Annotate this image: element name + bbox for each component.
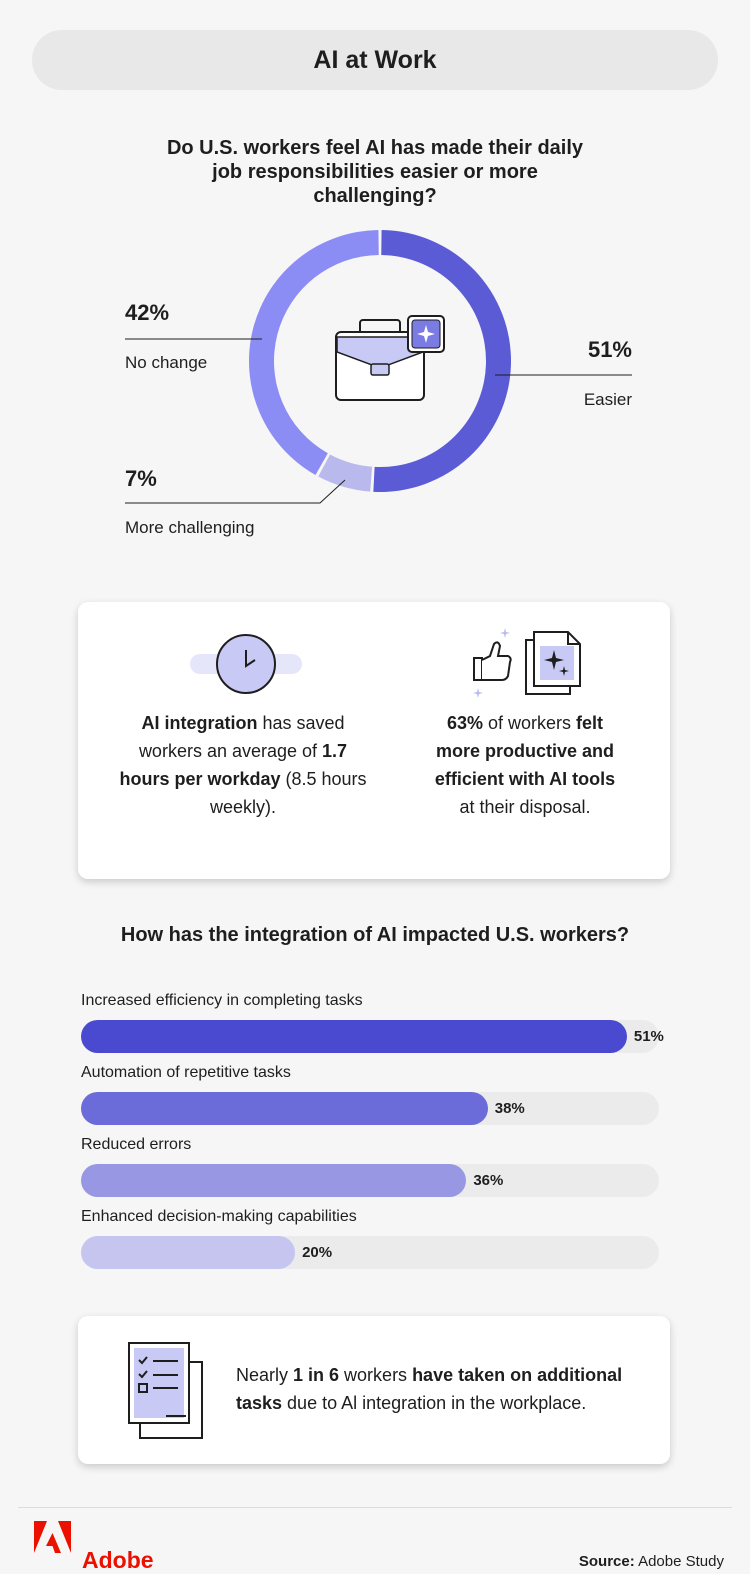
slice-label-easier: Easier	[583, 390, 632, 409]
adobe-logo-icon	[34, 1521, 71, 1553]
bar-track: 51%	[81, 1020, 664, 1053]
donut-slice-no-change	[249, 230, 379, 476]
bar-value-label: 51%	[633, 1028, 664, 1045]
adobe-brand: Adobe	[82, 1547, 154, 1573]
bar-row: Automation of repetitive tasks 38%	[81, 1062, 659, 1125]
checklist-icon	[128, 1342, 203, 1439]
bar	[81, 1020, 627, 1053]
page-title: AI at Work	[32, 30, 718, 90]
slice-label-more-challenging: More challenging	[125, 518, 255, 537]
briefcase-icon	[335, 315, 445, 401]
bar-value-label: 20%	[302, 1244, 333, 1261]
bar-value-label: 38%	[494, 1100, 525, 1117]
bar-row: Reduced errors 36%	[81, 1134, 659, 1197]
bar	[81, 1164, 467, 1197]
bar-category-label: Automation of repetitive tasks	[81, 1064, 291, 1081]
thumbs-up-document-icon	[473, 628, 581, 698]
bar-category-label: Increased efficiency in completing tasks	[81, 992, 363, 1009]
slice-label-no-change: No change	[125, 353, 208, 372]
source-note: Source: Adobe Study	[578, 1553, 724, 1570]
slice-value-more-challenging: 7%	[125, 466, 157, 491]
donut-slice-easier	[373, 230, 512, 492]
leader-line-more-challenging	[125, 479, 346, 504]
bar-value-label: 36%	[473, 1172, 504, 1189]
bar-row: Enhanced decision-making capabilities 20%	[81, 1206, 659, 1269]
stats-card: AI integration has saved workers an aver…	[78, 602, 670, 879]
slice-value-no-change: 42%	[125, 300, 170, 325]
clock-icon	[190, 634, 302, 694]
bar-row: Increased efficiency in completing tasks…	[81, 990, 664, 1053]
donut-chart	[125, 230, 632, 504]
bar-category-label: Reduced errors	[81, 1136, 192, 1153]
bar	[81, 1092, 488, 1125]
stat-time-saved: AI integration has saved workers an aver…	[119, 713, 367, 817]
footer-divider	[18, 1507, 732, 1508]
bar-chart-title: How has the integration of AI impacted U…	[120, 924, 630, 946]
bar-track: 20%	[81, 1236, 659, 1269]
bar-track: 38%	[81, 1092, 659, 1125]
callout-card: Nearly 1 in 6 workers have taken on addi…	[78, 1316, 670, 1464]
bar	[81, 1236, 296, 1269]
bar-track: 36%	[81, 1164, 659, 1197]
donut-slice-more-challenging	[318, 454, 373, 492]
bar-category-label: Enhanced decision-making capabilities	[81, 1208, 357, 1225]
donut-chart-title: Do U.S. workers feel AI has made their d…	[166, 137, 584, 207]
slice-value-easier: 51%	[587, 337, 632, 362]
stat-productivity: 63% of workers felt more productive and …	[434, 713, 616, 817]
callout-text: Nearly 1 in 6 workers have taken on addi…	[236, 1365, 623, 1413]
